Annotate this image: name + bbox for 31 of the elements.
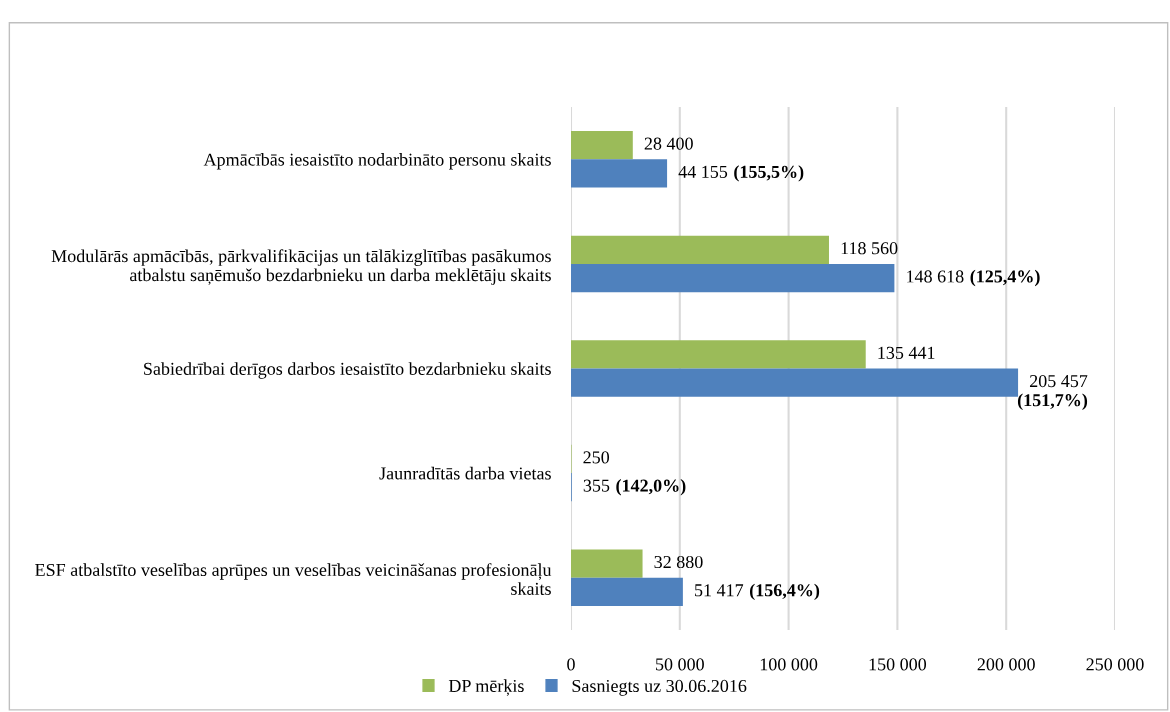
data-label: 118 560 bbox=[841, 242, 898, 255]
x-tick-label: 0 bbox=[567, 658, 575, 671]
x-tick-label: 50 000 bbox=[656, 658, 704, 671]
bar bbox=[571, 368, 1019, 397]
legend-label: Sasniegts uz 30.06.2016 bbox=[572, 679, 747, 696]
data-label: 51 417 (156,4%) bbox=[695, 583, 820, 601]
x-tick-label: 150 000 bbox=[869, 658, 927, 671]
y-tick-label: ESF atbalstīto veselības aprūpes un veselības veicināšanas profesionāļu skaits bbox=[35, 563, 552, 595]
y-tick-label: Apmācībās iesaistīto nodarbināto personu skaits bbox=[203, 153, 551, 170]
y-tick-label: Sabiedrībai derīgos darbos iesaistīto bezdarbnieku skaits bbox=[144, 362, 551, 379]
data-label: 205 457 (151,7%) bbox=[1017, 374, 1088, 410]
y-tick-label: Modulārās apmācībās, pārkvalifikācijas un tālākizglītības pasākumos atbalstu saņēmušo bezdarbnieku un darba meklētāju skaits bbox=[51, 249, 551, 285]
bar bbox=[571, 263, 895, 293]
legend-label: DP mērķis bbox=[448, 679, 524, 696]
data-label: 32 880 bbox=[654, 555, 703, 569]
data-label: 148 618 (125,4%) bbox=[907, 269, 1040, 287]
x-tick-label: 250 000 bbox=[1086, 658, 1144, 671]
data-label: 28 400 bbox=[644, 137, 693, 150]
bar bbox=[571, 159, 668, 188]
data-label: 355 (142,0%) bbox=[583, 479, 686, 496]
bar bbox=[571, 577, 683, 606]
data-label: 135 441 bbox=[878, 346, 935, 359]
bar bbox=[571, 235, 829, 264]
bar bbox=[571, 340, 866, 369]
x-tick-label: 200 000 bbox=[977, 658, 1035, 671]
data-label: 250 bbox=[583, 451, 610, 464]
bar bbox=[571, 131, 633, 160]
y-tick-label: Jaunradītās darba vietas bbox=[379, 466, 551, 480]
bar bbox=[571, 549, 643, 578]
data-label: 44 155 (155,5%) bbox=[678, 165, 804, 182]
x-tick-label: 100 000 bbox=[760, 658, 818, 671]
